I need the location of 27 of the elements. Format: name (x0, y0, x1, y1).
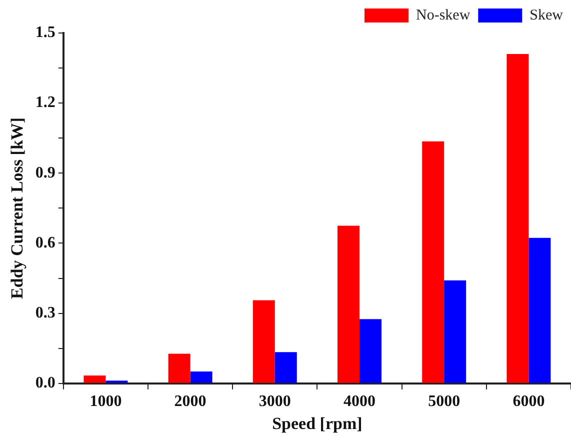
x-axis-title: Speed [rpm] (272, 414, 362, 434)
x-tick-label: 6000 (512, 393, 545, 410)
y-tick-label: 1.5 (35, 24, 56, 42)
x-tick-label: 1000 (90, 393, 122, 410)
bar (506, 54, 529, 383)
bar (528, 238, 551, 383)
bar (84, 375, 106, 383)
bar (338, 226, 360, 383)
y-tick-label: 1.2 (35, 94, 56, 112)
x-tick-label: 4000 (344, 393, 376, 410)
legend-label: No-skew (416, 7, 470, 24)
y-tick-label: 0.9 (35, 164, 56, 182)
bar (252, 300, 275, 383)
x-tick-label: 3000 (258, 393, 291, 410)
x-tick-label: 2000 (174, 393, 206, 410)
bar (444, 280, 466, 383)
bar (190, 371, 212, 383)
bar (360, 319, 382, 383)
bar (274, 352, 297, 383)
legend-label: Skew (530, 7, 564, 24)
y-tick-label: 0.0 (35, 374, 56, 392)
y-axis-title: Eddy Current Loss [kW] (8, 117, 27, 299)
y-tick-label: 0.3 (35, 304, 56, 322)
y-tick-label: 0.6 (35, 234, 56, 252)
x-tick-label: 5000 (428, 393, 460, 410)
bar (422, 141, 444, 383)
bar (168, 354, 190, 383)
